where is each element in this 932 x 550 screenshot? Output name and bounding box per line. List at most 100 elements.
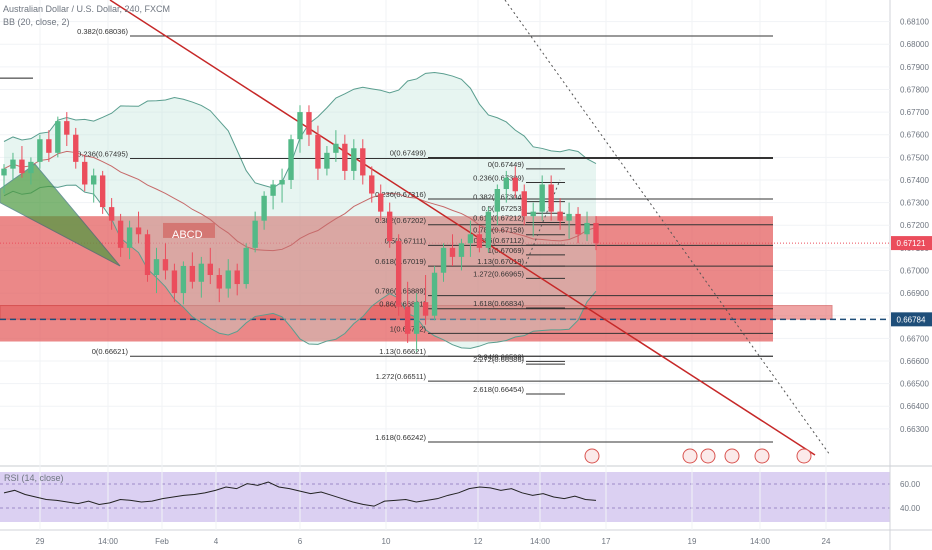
marked-price-badge[interactable] (891, 312, 932, 327)
candle[interactable] (566, 202, 572, 239)
candle[interactable] (503, 170, 509, 203)
candle[interactable] (19, 146, 25, 178)
candle[interactable] (180, 261, 187, 305)
candle[interactable] (387, 202, 393, 248)
candle[interactable] (270, 179, 276, 210)
candle-body (126, 227, 133, 248)
candle[interactable] (288, 134, 294, 190)
fib-leg-dashed[interactable] (525, 179, 561, 264)
candle-body (369, 175, 375, 194)
candle[interactable] (440, 243, 447, 282)
candle[interactable] (279, 168, 285, 203)
earnings-icon[interactable] (700, 448, 716, 464)
candle[interactable] (342, 134, 348, 180)
candle-body (404, 306, 411, 334)
candle[interactable] (225, 259, 231, 298)
candle[interactable] (378, 184, 384, 221)
candle[interactable] (467, 220, 474, 257)
candle[interactable] (360, 139, 366, 185)
earnings-icon[interactable] (754, 448, 770, 464)
candle[interactable] (1, 164, 7, 194)
candle[interactable] (351, 139, 357, 180)
candle[interactable] (333, 130, 339, 162)
fib-right-label: 2.24(0.66598) (477, 352, 524, 361)
candle[interactable] (593, 216, 599, 251)
candle[interactable] (99, 170, 106, 214)
candle[interactable] (548, 175, 554, 221)
candle[interactable] (306, 105, 312, 147)
split-icon[interactable] (796, 448, 812, 464)
rsi-line[interactable] (3, 481, 597, 507)
fib-right-label: 2.618(0.66454) (473, 385, 524, 394)
candle[interactable] (476, 225, 483, 253)
candle[interactable] (369, 166, 375, 203)
candle[interactable] (557, 198, 563, 230)
candle[interactable] (584, 211, 590, 242)
candle[interactable] (153, 247, 160, 294)
candle[interactable] (162, 243, 169, 280)
candle-body (539, 184, 545, 212)
candle[interactable] (575, 207, 581, 244)
candle[interactable] (422, 274, 429, 325)
bollinger-basis[interactable] (3, 150, 597, 252)
time-tick-label: 24 (822, 537, 831, 546)
candle-body (252, 220, 258, 248)
candle[interactable] (530, 202, 536, 237)
fib-trend-dashed[interactable] (504, 0, 831, 456)
fib-left-label: 0.236(0.67495) (77, 149, 128, 158)
candle[interactable] (198, 256, 205, 298)
harmonic-pattern[interactable] (0, 163, 121, 267)
candle[interactable] (297, 105, 303, 153)
candle[interactable] (521, 184, 527, 226)
dividend-icon[interactable] (682, 448, 698, 464)
candle[interactable] (135, 211, 142, 244)
candle[interactable] (10, 152, 16, 180)
candle[interactable] (324, 146, 330, 176)
candle[interactable] (82, 155, 88, 192)
candle[interactable] (64, 112, 70, 147)
candle[interactable] (91, 168, 97, 203)
candle[interactable] (216, 268, 222, 303)
bb-legend[interactable]: BB (20, close, 2) (3, 17, 70, 27)
candle[interactable] (28, 157, 34, 185)
dividend-icon-shape (682, 448, 698, 464)
candle[interactable] (261, 191, 267, 230)
candle[interactable] (189, 252, 196, 289)
candle[interactable] (73, 127, 79, 169)
candle[interactable] (144, 229, 151, 282)
candle[interactable] (126, 220, 133, 260)
candle[interactable] (494, 184, 501, 226)
candle[interactable] (539, 175, 545, 221)
trend-line[interactable] (109, 0, 816, 456)
rsi-legend[interactable]: RSI (14, close) (4, 473, 64, 483)
candle-body (19, 159, 25, 174)
candle[interactable] (234, 263, 240, 296)
candle[interactable] (431, 265, 438, 321)
pattern-label-abcd[interactable]: ABCD (172, 229, 203, 241)
candle[interactable] (449, 234, 456, 266)
candle[interactable] (404, 281, 411, 343)
candle[interactable] (55, 116, 61, 158)
calendar-event-icon[interactable] (724, 448, 740, 464)
candle[interactable] (315, 125, 321, 180)
candle[interactable] (46, 130, 52, 162)
symbol-legend[interactable]: Australian Dollar / U.S. Dollar, 240, FX… (3, 4, 171, 14)
price-axis[interactable] (890, 0, 932, 550)
current-price-badge[interactable] (891, 236, 932, 251)
candle[interactable] (413, 293, 420, 352)
candle[interactable] (207, 247, 213, 285)
candle[interactable] (252, 211, 258, 253)
candle[interactable] (458, 238, 465, 271)
candle[interactable] (108, 198, 115, 230)
calendar-event-icon[interactable] (584, 448, 600, 464)
candle[interactable] (485, 207, 492, 253)
candle[interactable] (395, 234, 402, 316)
candle[interactable] (171, 263, 178, 303)
fib-right-label: 0.886(0.67112) (474, 236, 525, 245)
candle[interactable] (117, 213, 124, 257)
candle[interactable] (512, 166, 518, 199)
candle[interactable] (243, 243, 249, 289)
price-tick-label: 0.66300 (900, 425, 929, 434)
candle[interactable] (37, 134, 43, 169)
